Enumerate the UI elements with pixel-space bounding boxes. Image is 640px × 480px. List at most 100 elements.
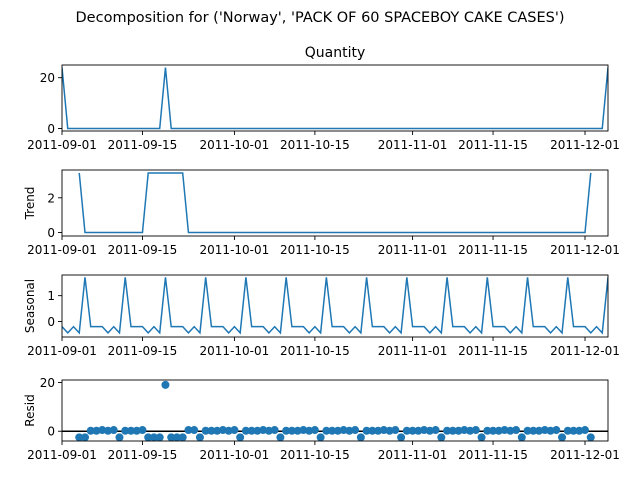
resid-point bbox=[167, 433, 176, 442]
resid-point bbox=[483, 426, 492, 435]
axes-frame bbox=[61, 169, 609, 237]
resid-point bbox=[471, 426, 480, 435]
resid-point bbox=[190, 426, 199, 435]
resid-point bbox=[241, 426, 250, 435]
x-tick-label: 2011-11-15 bbox=[458, 344, 528, 358]
x-tick-label: 2011-12-01 bbox=[550, 448, 620, 462]
x-tick-label: 2011-11-15 bbox=[458, 448, 528, 462]
resid-point bbox=[489, 426, 498, 435]
resid-point bbox=[316, 433, 325, 442]
resid-point bbox=[558, 433, 567, 442]
x-tick-label: 2011-10-15 bbox=[280, 243, 350, 257]
resid-point bbox=[448, 426, 457, 435]
x-tick-label: 2011-11-15 bbox=[458, 243, 528, 257]
resid-point bbox=[563, 426, 572, 435]
resid-point bbox=[552, 426, 561, 435]
resid-point bbox=[149, 433, 158, 442]
x-tick-label: 2011-10-01 bbox=[200, 344, 270, 358]
x-tick-label: 2011-10-15 bbox=[280, 448, 350, 462]
resid-point bbox=[443, 426, 452, 435]
resid-point bbox=[368, 426, 377, 435]
series-line bbox=[78, 172, 592, 234]
resid-point bbox=[517, 433, 526, 442]
resid-point bbox=[351, 426, 360, 435]
x-tick-label: 2011-12-01 bbox=[550, 138, 620, 152]
y-tick-label: 20 bbox=[40, 71, 55, 85]
resid-point bbox=[408, 426, 417, 435]
resid-point bbox=[586, 433, 595, 442]
resid-point bbox=[86, 426, 95, 435]
resid-point bbox=[512, 426, 521, 435]
resid-point bbox=[80, 433, 89, 442]
axes-frame bbox=[61, 64, 609, 132]
resid-point bbox=[201, 426, 210, 435]
resid-point bbox=[362, 426, 371, 435]
resid-point bbox=[178, 433, 187, 442]
x-tick-label: 2011-10-15 bbox=[280, 138, 350, 152]
x-tick-label: 2011-12-01 bbox=[550, 344, 620, 358]
resid-point bbox=[236, 433, 245, 442]
x-tick-label: 2011-09-01 bbox=[27, 448, 97, 462]
panel-trend: Trend 0 2 2011-09-01 2011-09-15 2011-10-01 201… bbox=[23, 169, 620, 257]
y-tick-label: 1 bbox=[47, 289, 55, 303]
x-tick-label: 2011-10-15 bbox=[280, 344, 350, 358]
y-tick-label: 0 bbox=[47, 122, 55, 136]
resid-point bbox=[207, 426, 216, 435]
x-tick-label: 2011-11-01 bbox=[378, 243, 448, 257]
resid-point bbox=[115, 433, 124, 442]
x-tick-label: 2011-10-01 bbox=[200, 138, 270, 152]
resid-point bbox=[310, 426, 319, 435]
x-tick-label: 2011-09-15 bbox=[108, 138, 178, 152]
resid-point bbox=[356, 433, 365, 442]
resid-point bbox=[529, 426, 538, 435]
y-tick-label: 0 bbox=[47, 315, 55, 329]
figure-suptitle: Decomposition for ('Norway', 'PACK OF 60… bbox=[76, 10, 565, 26]
resid-point bbox=[161, 380, 170, 389]
x-tick-label: 2011-11-01 bbox=[378, 138, 448, 152]
resid-point bbox=[172, 433, 181, 442]
resid-point bbox=[397, 433, 406, 442]
x-tick-label: 2011-11-01 bbox=[378, 448, 448, 462]
resid-point bbox=[523, 426, 532, 435]
x-tick-label: 2011-09-15 bbox=[108, 448, 178, 462]
axes-frame bbox=[61, 379, 609, 442]
y-axis-label: Trend bbox=[23, 187, 37, 221]
resid-point bbox=[477, 433, 486, 442]
resid-point bbox=[581, 426, 590, 435]
panel-resid: Resid 0 20 2011-09-01 2011-09-15 2011-10-01 20… bbox=[23, 376, 620, 462]
x-tick-label: 2011-11-01 bbox=[378, 344, 448, 358]
x-tick-label: 2011-11-15 bbox=[458, 138, 528, 152]
resid-point bbox=[75, 433, 84, 442]
resid-point bbox=[144, 433, 153, 442]
resid-point bbox=[138, 426, 147, 435]
resid-point bbox=[184, 426, 193, 435]
resid-point bbox=[126, 426, 135, 435]
resid-point bbox=[391, 426, 400, 435]
axes-frame bbox=[61, 274, 609, 338]
resid-point bbox=[402, 426, 411, 435]
y-tick-label: 0 bbox=[47, 425, 55, 439]
resid-point bbox=[282, 426, 291, 435]
y-tick-label: 0 bbox=[47, 226, 55, 240]
y-axis-label: Seasonal bbox=[23, 279, 37, 333]
x-tick-label: 2011-10-01 bbox=[200, 243, 270, 257]
x-tick-label: 2011-09-15 bbox=[108, 243, 178, 257]
panel-seasonal: Seasonal 0 1 2011-09-01 2011-09-15 2011-10-01… bbox=[23, 274, 620, 358]
resid-point bbox=[155, 433, 164, 442]
y-tick-label: 20 bbox=[40, 376, 55, 390]
panel-quantity: Quantity 0 20 2011-09-01 2011-09-15 2011-10-0… bbox=[27, 45, 620, 152]
resid-point bbox=[270, 426, 279, 435]
panel-title: Quantity bbox=[305, 45, 366, 61]
resid-point bbox=[287, 426, 296, 435]
y-axis-label: Resid bbox=[23, 394, 37, 426]
x-tick-label: 2011-12-01 bbox=[550, 243, 620, 257]
x-tick-label: 2011-09-01 bbox=[27, 344, 97, 358]
resid-point bbox=[437, 433, 446, 442]
series-line bbox=[62, 67, 608, 130]
resid-point bbox=[247, 426, 256, 435]
x-tick-label: 2011-10-01 bbox=[200, 448, 270, 462]
resid-point bbox=[569, 426, 578, 435]
x-tick-label: 2011-09-01 bbox=[27, 243, 97, 257]
x-tick-label: 2011-09-01 bbox=[27, 138, 97, 152]
